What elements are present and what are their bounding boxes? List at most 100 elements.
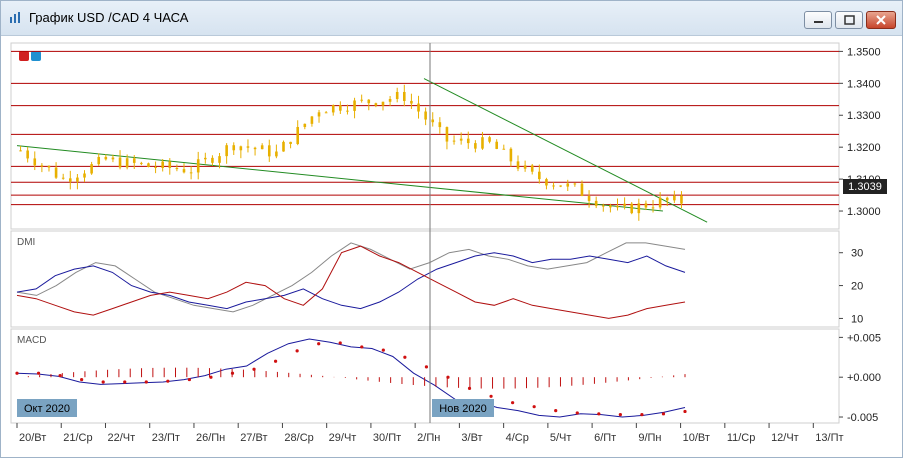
macd-line — [16, 338, 686, 418]
macd-lines — [15, 338, 687, 418]
time-label-9: 2/Пн — [417, 432, 440, 444]
candle-body — [282, 141, 285, 152]
macd-signal-dot — [252, 367, 256, 371]
blue-color-button[interactable] — [31, 51, 41, 61]
candle-body — [509, 148, 513, 162]
dmi-tick-label-0: 30 — [851, 248, 863, 260]
macd-signal-dot — [360, 345, 364, 349]
macd-signal-dot — [80, 377, 84, 382]
macd-signal-dot — [489, 394, 493, 398]
candle-body — [573, 183, 577, 185]
time-axis: 20/Вт 21/Ср 22/Чт 23/Пт 26/Пн 27/Вт 28/Ср 29/Чт… — [16, 423, 844, 444]
candle-body — [502, 148, 506, 150]
chart-area[interactable]: 1.35001.34001.33001.32001.31001.30003020… — [9, 39, 899, 451]
macd-signal-dot — [187, 377, 191, 382]
candle-body — [644, 203, 648, 208]
macd-signal-dot — [15, 371, 19, 375]
candle-body — [346, 110, 349, 112]
time-label-5: 27/Вт — [240, 432, 267, 444]
time-label-18: 13/Пт — [815, 432, 843, 444]
candle-body — [289, 141, 292, 145]
candle-body — [587, 195, 591, 201]
candle-body — [630, 203, 634, 214]
macd-signal-dot — [597, 412, 601, 416]
candle-body — [267, 145, 271, 157]
restore-button[interactable] — [835, 11, 863, 29]
macd-signal-dot — [511, 401, 515, 405]
candle-body — [523, 165, 527, 169]
candle-body — [310, 116, 314, 124]
candle-body — [196, 159, 200, 173]
candle-body — [218, 156, 221, 163]
candle-body — [374, 103, 378, 106]
candle-body — [339, 105, 342, 111]
candle-body — [395, 91, 399, 99]
period-box-oct — [17, 399, 77, 417]
dmi-tick-label-1: 20 — [851, 281, 863, 293]
candle-body — [317, 112, 321, 117]
current-price: 1.3039 — [848, 181, 882, 193]
candle-body — [47, 165, 51, 168]
candle-body — [324, 112, 328, 114]
candle-body — [331, 105, 335, 113]
candle-body — [260, 145, 264, 150]
candle-body — [19, 150, 22, 152]
price-tick-label-0: 1.3500 — [847, 46, 881, 58]
red-color-button[interactable] — [19, 51, 29, 61]
macd-signal-dot — [317, 342, 321, 346]
candle-body — [175, 167, 179, 170]
dmi-minus-line — [16, 245, 686, 319]
candle-body — [609, 205, 612, 208]
chart-app-icon — [10, 12, 20, 23]
macd-signal-dot — [661, 412, 666, 416]
macd-signal-dot — [123, 380, 127, 384]
time-label-17: 12/Чт — [771, 432, 799, 444]
candle-body — [680, 195, 683, 204]
macd-panel[interactable] — [10, 328, 840, 424]
candle-body — [182, 169, 186, 173]
macd-tick-label-2: -0.005 — [847, 412, 878, 424]
candle-body — [445, 127, 449, 142]
trend-line-support — [16, 145, 663, 212]
price-panel[interactable] — [10, 42, 840, 230]
dmi-label: DMI — [17, 237, 35, 248]
candle-body — [388, 98, 392, 102]
candle-body — [566, 183, 570, 187]
candle-body — [665, 197, 669, 201]
candle-body — [154, 166, 157, 168]
candle-body — [410, 100, 413, 104]
macd-signal-dot — [532, 405, 536, 409]
candle-body — [211, 157, 214, 163]
candle-body — [488, 137, 491, 142]
macd-signal-dot — [618, 413, 622, 417]
candle-body — [239, 146, 243, 151]
minimize-button[interactable] — [804, 11, 832, 29]
candle-body — [559, 185, 562, 187]
macd-signal-dot — [36, 371, 41, 375]
title-bar[interactable]: График USD /CAD 4 ЧАСА — [1, 1, 902, 36]
period-box-nov — [432, 399, 494, 417]
time-label-8: 30/Пт — [373, 432, 401, 444]
macd-signal-dot — [381, 348, 385, 352]
time-label-7: 29/Чт — [329, 432, 357, 444]
candle-body — [495, 141, 498, 149]
period-label-oct: Окт 2020 — [24, 403, 70, 415]
candle-body — [637, 203, 641, 214]
macd-signal-dot — [209, 375, 213, 379]
candle-body — [466, 138, 470, 144]
current-price-badge — [843, 179, 887, 194]
close-button[interactable] — [866, 11, 896, 29]
candle-body — [538, 171, 541, 180]
candle-body — [118, 157, 122, 168]
macd-signal-dot — [424, 365, 429, 369]
macd-signal-dot — [683, 409, 687, 414]
candle-body — [246, 146, 250, 148]
candle-body — [353, 100, 356, 111]
candle-body — [616, 206, 619, 208]
dmi-tick-label-2: 10 — [851, 313, 863, 325]
macd-signal-dot — [101, 380, 105, 384]
dmi-lines — [16, 242, 686, 319]
candles — [19, 84, 683, 221]
candle-body — [111, 157, 115, 160]
dmi-panel[interactable] — [10, 230, 840, 328]
